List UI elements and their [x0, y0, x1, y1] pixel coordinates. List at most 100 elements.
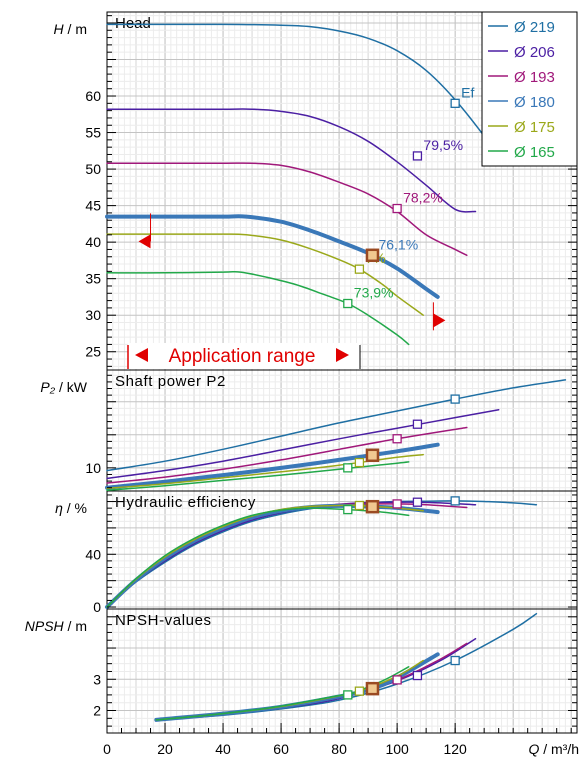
legend-entry: Ø 165 [514, 144, 555, 161]
y-axis-label: H / m [54, 21, 87, 37]
bep-marker [343, 504, 353, 515]
chart-legend: Ø 219 Ø 206 Ø 193 Ø 180 Ø 175 Ø 165 [481, 11, 578, 167]
series-line [155, 666, 410, 721]
bep-marker [450, 394, 460, 404]
y-tick-label: 2 [93, 703, 101, 719]
application-range-left-arrow [135, 348, 148, 362]
bep-marker [392, 434, 402, 444]
bep-marker [450, 496, 460, 506]
x-axis-label: Q / m³/h [528, 741, 579, 757]
y-tick-label: 10 [85, 460, 101, 476]
x-tick-label: 20 [157, 741, 173, 757]
panel-title: Head [115, 15, 151, 32]
application-range-right-arrow [336, 348, 349, 362]
x-tick-label: 100 [385, 741, 409, 757]
application-range-label: Application range [169, 346, 316, 367]
y-tick-label: 55 [85, 125, 101, 141]
bep-marker [412, 151, 423, 161]
operating-point-marker [365, 248, 380, 263]
y-axis-label: η / % [55, 500, 87, 516]
efficiency-label: 73,9% [354, 285, 394, 301]
bep-marker [412, 670, 423, 681]
bep-marker [450, 98, 460, 108]
bep-marker [354, 500, 365, 511]
x-axis-symbol: Q [528, 741, 539, 757]
legend-entry: Ø 193 [514, 69, 555, 86]
y-tick-label: 45 [85, 198, 101, 214]
y-axis-symbol: NPSH [25, 618, 65, 634]
y-axis-symbol: P₂ [40, 379, 55, 395]
series-line [106, 108, 477, 213]
legend-box [481, 11, 578, 167]
y-axis-symbol: η [55, 500, 63, 516]
operating-point-marker [365, 499, 380, 514]
series-line [105, 214, 440, 299]
y-axis-unit: / kW [55, 379, 88, 395]
series-line [106, 379, 567, 472]
series-line [106, 408, 500, 480]
bep-marker [392, 203, 402, 214]
panel-title: NPSH-values [115, 612, 212, 629]
y-tick-label: 50 [85, 161, 101, 177]
y-tick-label: 40 [85, 234, 101, 250]
x-axis-unit: / m³/h [539, 741, 579, 757]
bep-marker [354, 264, 365, 274]
y-axis-label: P₂ / kW [40, 379, 87, 395]
bep-marker [343, 298, 353, 309]
series-line [155, 612, 538, 721]
y-tick-label: 35 [85, 271, 101, 287]
bep-marker [412, 419, 423, 429]
y-tick-label: 0 [93, 599, 101, 615]
legend-entry: Ø 206 [514, 44, 555, 61]
y-tick-label: 40 [85, 546, 101, 562]
chart-annotations: Application range [127, 213, 446, 369]
bep-marker [354, 457, 365, 468]
efficiency-label: 79,5% [423, 137, 463, 153]
y-tick-label: 30 [85, 307, 101, 323]
legend-entry: Ø 175 [514, 119, 555, 136]
operating-point-marker [365, 681, 380, 696]
application-range-bg [128, 343, 360, 369]
panel-title: Hydraulic efficiency [115, 494, 256, 511]
legend-entry: Ø 219 [514, 19, 555, 36]
range-min-arrow [138, 234, 151, 249]
bep-marker [392, 499, 402, 509]
series-line [106, 461, 410, 492]
series-line [106, 507, 410, 608]
y-axis-symbol: H [54, 21, 65, 37]
series-line [105, 442, 440, 490]
bep-marker [343, 463, 353, 473]
y-axis-unit: / m [64, 21, 87, 37]
chart-grid [106, 12, 577, 733]
efficiency-label: 78,2% [403, 190, 443, 206]
x-tick-label: 0 [103, 741, 111, 757]
series-line [106, 233, 424, 316]
y-axis-unit: / m [64, 618, 87, 634]
y-axis-label: NPSH / m [25, 618, 87, 634]
efficiency-label: 76,1% [378, 236, 418, 252]
series-line [106, 504, 424, 608]
range-max-arrow [433, 313, 446, 328]
x-tick-label: 40 [215, 741, 231, 757]
y-axis-unit: / % [63, 500, 87, 516]
x-tick-label: 60 [273, 741, 289, 757]
y-tick-label: 3 [93, 671, 101, 687]
x-tick-label: 80 [331, 741, 347, 757]
operating-point-marker [365, 448, 380, 463]
series-line [106, 162, 468, 257]
bep-marker [450, 655, 460, 666]
series-line [106, 270, 410, 346]
x-tick-label: 120 [443, 741, 467, 757]
y-tick-label: 25 [85, 344, 101, 360]
series-line [106, 453, 424, 490]
efficiency-label: Ef [461, 84, 474, 100]
panel-title: Shaft power P2 [115, 373, 226, 390]
bep-marker [412, 497, 423, 507]
bep-marker [392, 675, 402, 685]
legend-entry: Ø 180 [514, 94, 555, 111]
bep-marker [343, 690, 353, 700]
bep-marker [354, 686, 365, 696]
